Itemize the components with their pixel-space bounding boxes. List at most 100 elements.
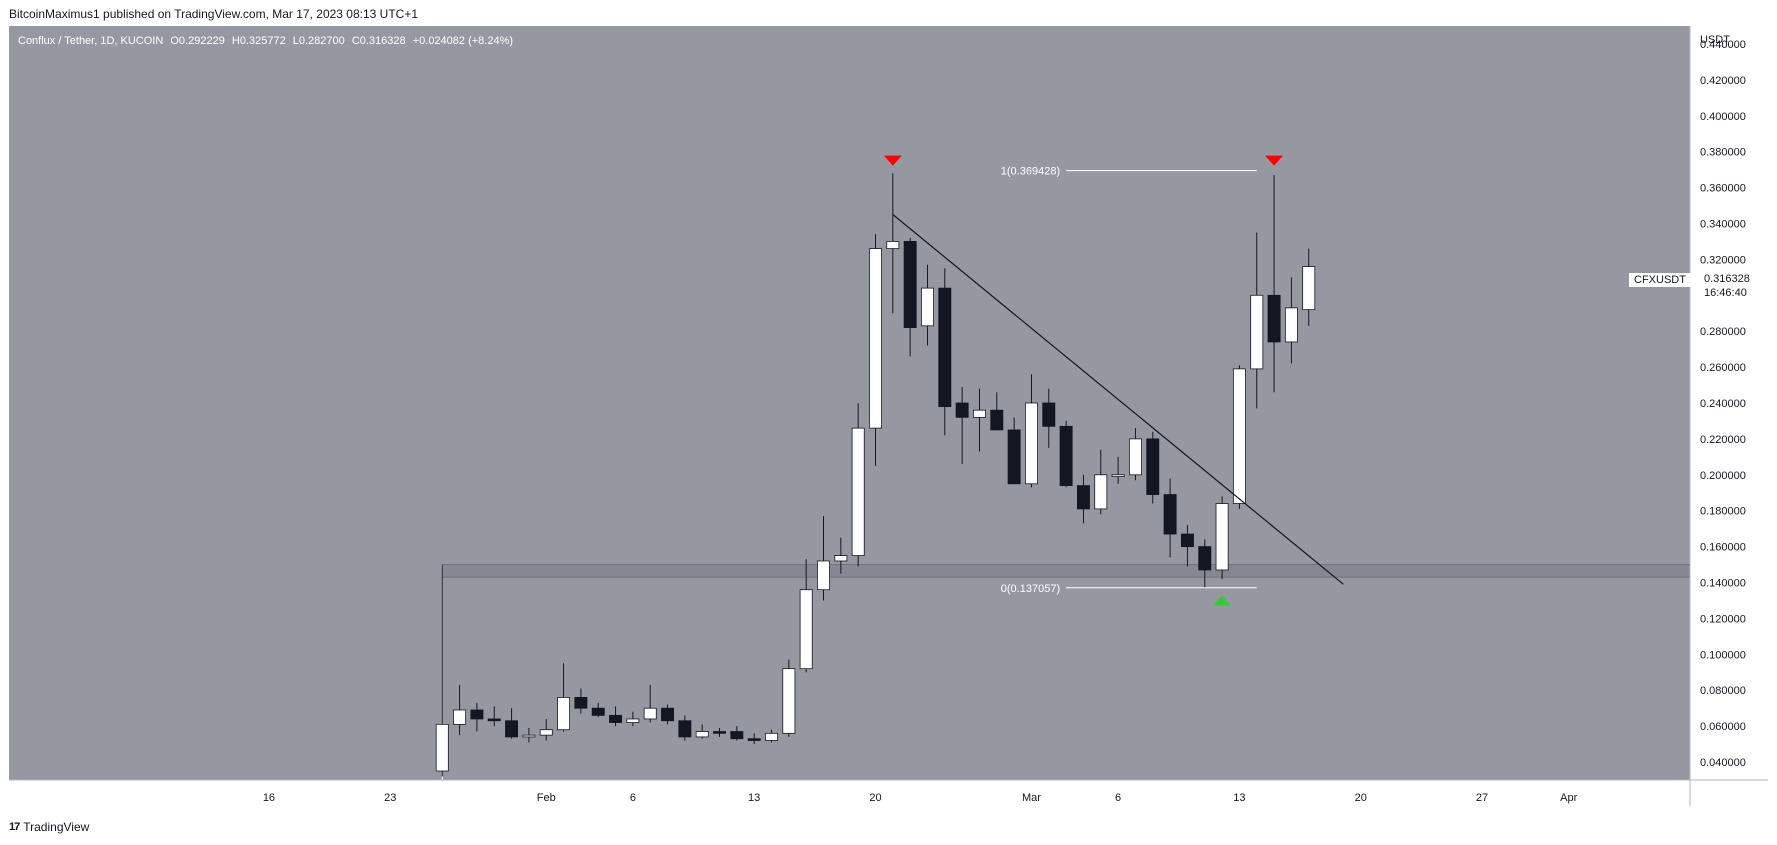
symbol-tag: CFXUSDT bbox=[1629, 273, 1691, 287]
support-zone bbox=[441, 564, 1691, 578]
candle-body bbox=[834, 555, 848, 562]
y-tick-label: 0.440000 bbox=[1700, 39, 1746, 51]
y-tick-label: 0.280000 bbox=[1700, 326, 1746, 338]
candle-body bbox=[782, 668, 796, 734]
y-tick-label: 0.360000 bbox=[1700, 183, 1746, 195]
candle-body bbox=[678, 720, 692, 738]
candle-body bbox=[1094, 474, 1108, 510]
x-tick-label: Feb bbox=[537, 792, 556, 804]
candle-body bbox=[938, 287, 952, 407]
legend-change: +0.024082 (+8.24%) bbox=[412, 35, 514, 47]
candle-body bbox=[505, 720, 519, 738]
candle-body bbox=[747, 738, 761, 741]
publisher-caption: BitcoinMaximus1 published on TradingView… bbox=[9, 7, 419, 21]
candle-body bbox=[539, 729, 553, 736]
legend-open: O0.292229 bbox=[170, 35, 225, 47]
y-tick-label: 0.120000 bbox=[1700, 613, 1746, 625]
candle-body bbox=[1128, 438, 1142, 476]
y-tick-label: 0.400000 bbox=[1700, 111, 1746, 123]
candle-body bbox=[574, 697, 588, 709]
tradingview-logo[interactable]: 17 TradingView bbox=[9, 820, 89, 834]
y-tick-label: 0.380000 bbox=[1700, 147, 1746, 159]
y-tick-label: 0.320000 bbox=[1700, 254, 1746, 266]
candle-body bbox=[661, 707, 675, 722]
candle-body bbox=[1302, 266, 1316, 311]
candle-body bbox=[1024, 402, 1038, 485]
candle-body bbox=[522, 734, 536, 738]
candle-body bbox=[973, 409, 986, 418]
ohlc-legend: Conflux / Tether, 1D, KUCOIN O0.292229 H… bbox=[18, 35, 517, 47]
y-tick-label: 0.060000 bbox=[1700, 721, 1746, 733]
candle-body bbox=[1267, 294, 1281, 343]
x-tick-label: Apr bbox=[1560, 792, 1577, 804]
bar-countdown: 16:46:40 bbox=[1704, 287, 1747, 299]
x-tick-label: 6 bbox=[1115, 792, 1121, 804]
y-tick-label: 0.180000 bbox=[1700, 506, 1746, 518]
candle-body bbox=[903, 241, 917, 328]
x-tick-label: 20 bbox=[869, 792, 881, 804]
y-tick-label: 0.340000 bbox=[1700, 218, 1746, 230]
candle-body bbox=[695, 731, 709, 738]
price-axis-unit: USDT bbox=[1700, 34, 1730, 46]
candle-body bbox=[609, 714, 623, 723]
legend-low: L0.282700 bbox=[292, 35, 345, 47]
y-tick-label: 0.140000 bbox=[1700, 578, 1746, 590]
y-tick-label: 0.420000 bbox=[1700, 75, 1746, 87]
top-marker-icon bbox=[883, 155, 902, 166]
candle-body bbox=[557, 697, 571, 731]
candle-body bbox=[487, 718, 501, 722]
candle-body bbox=[626, 718, 640, 723]
candle-body bbox=[1180, 533, 1194, 548]
descending-trendline bbox=[892, 214, 1344, 585]
candle-body bbox=[990, 409, 1004, 431]
y-tick-label: 0.080000 bbox=[1700, 685, 1746, 697]
candle-body bbox=[591, 707, 605, 716]
x-tick-label: 16 bbox=[263, 792, 275, 804]
price-chart[interactable]: 1(0.369428) 0(0.137057) 0.040000 0.060000 0… bbox=[9, 26, 1768, 834]
candle-body bbox=[1284, 307, 1298, 343]
candle-body bbox=[435, 723, 449, 772]
x-tick-label: 27 bbox=[1476, 792, 1488, 804]
candle-body bbox=[1232, 368, 1246, 504]
fib-level-label: 0(0.137057) bbox=[1001, 583, 1060, 595]
legend-close: C0.316328 bbox=[351, 35, 406, 47]
candle-body bbox=[955, 402, 969, 418]
candle-body bbox=[1059, 425, 1073, 486]
last-price-tag: 0.316328 16:46:40 bbox=[1700, 271, 1754, 301]
candle-body bbox=[869, 248, 882, 429]
candle-body bbox=[1007, 429, 1021, 485]
x-tick-label: 13 bbox=[748, 792, 760, 804]
candle-body bbox=[1215, 503, 1229, 571]
candle-body bbox=[886, 241, 900, 250]
bottom-marker-icon bbox=[1213, 595, 1232, 606]
y-tick-label: 0.200000 bbox=[1700, 470, 1746, 482]
candle-body bbox=[730, 731, 744, 740]
legend-symbol: Conflux / Tether, 1D, KUCOIN bbox=[18, 35, 164, 47]
candle-body bbox=[921, 287, 934, 327]
y-tick-label: 0.240000 bbox=[1700, 398, 1746, 410]
legend-high: H0.325772 bbox=[231, 35, 286, 47]
x-tick-label: 23 bbox=[384, 792, 396, 804]
y-tick-label: 0.220000 bbox=[1700, 434, 1746, 446]
candle-body bbox=[851, 427, 865, 556]
candle-body bbox=[1198, 546, 1212, 571]
candle-body bbox=[765, 732, 778, 741]
candle-body bbox=[1076, 485, 1090, 510]
plot-background bbox=[9, 26, 1690, 780]
candle-body bbox=[1042, 402, 1056, 427]
tradingview-brand: TradingView bbox=[23, 820, 90, 834]
chart-frame[interactable]: 1(0.369428) 0(0.137057) 0.040000 0.060000 0… bbox=[9, 26, 1768, 834]
fib-level-label: 1(0.369428) bbox=[1001, 166, 1060, 178]
y-tick-label: 0.160000 bbox=[1700, 542, 1746, 554]
candle-body bbox=[643, 707, 657, 720]
candle-body bbox=[713, 731, 726, 734]
x-tick-label: 13 bbox=[1233, 792, 1245, 804]
y-tick-label: 0.040000 bbox=[1700, 757, 1746, 769]
x-tick-label: 20 bbox=[1355, 792, 1367, 804]
candle-body bbox=[1146, 438, 1160, 495]
candle-body bbox=[1111, 474, 1125, 478]
tradingview-mark-icon: 17 bbox=[9, 821, 20, 833]
candle-body bbox=[1163, 494, 1177, 535]
candle-body bbox=[470, 709, 484, 720]
candle-body bbox=[799, 589, 813, 670]
